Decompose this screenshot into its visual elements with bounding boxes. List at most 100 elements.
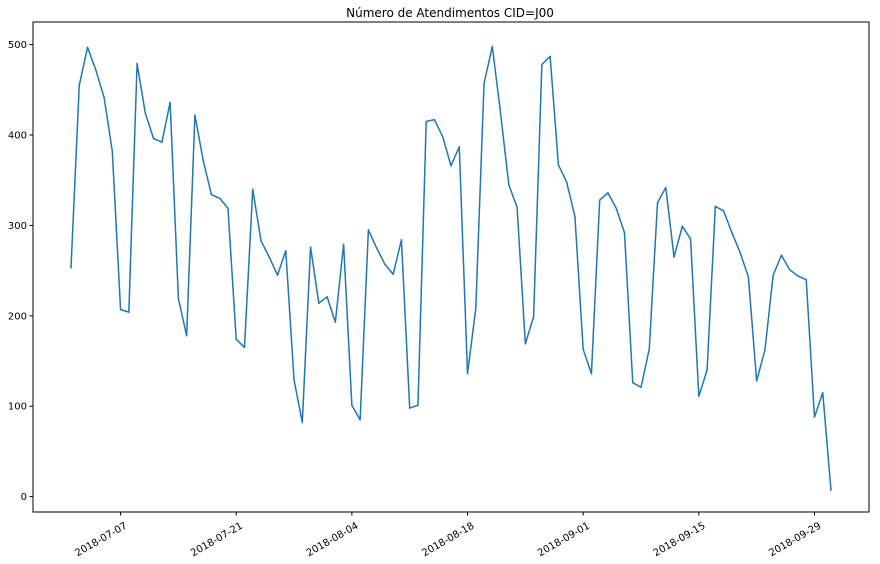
data-points <box>70 45 832 492</box>
data-point <box>739 251 741 254</box>
data-point <box>351 404 353 407</box>
data-point <box>665 186 667 189</box>
series-line <box>70 45 832 491</box>
data-point <box>731 231 733 234</box>
data-point <box>276 274 279 276</box>
data-point <box>466 372 469 375</box>
data-point <box>541 63 543 66</box>
data-point <box>218 197 221 200</box>
data-point <box>441 136 444 138</box>
data-point <box>177 297 180 300</box>
data-point <box>722 210 725 212</box>
data-point <box>813 416 816 418</box>
data-point <box>499 112 502 115</box>
data-point <box>524 343 527 345</box>
y-tick-label: 100 <box>8 402 27 413</box>
data-point <box>483 82 485 85</box>
data-point <box>285 249 287 252</box>
data-point <box>119 308 122 311</box>
data-point <box>210 193 213 196</box>
data-point <box>582 348 584 351</box>
data-point <box>103 96 105 98</box>
data-point <box>516 206 518 209</box>
data-point <box>532 315 535 318</box>
data-point <box>194 114 196 116</box>
data-point <box>408 407 411 409</box>
x-axis: 2018-07-07 2018-07-21 2018-08-04 2018-08-18… <box>73 512 823 559</box>
data-point <box>95 69 97 71</box>
data-point <box>359 419 361 421</box>
data-point <box>656 202 659 204</box>
data-point <box>681 225 684 228</box>
data-point <box>342 243 345 246</box>
data-point <box>615 207 617 209</box>
data-point <box>318 302 320 304</box>
data-point <box>400 239 403 241</box>
data-point <box>714 205 717 208</box>
data-point <box>144 112 147 115</box>
data-point <box>698 395 700 398</box>
data-point <box>450 164 452 167</box>
data-point <box>227 207 229 209</box>
data-point <box>673 256 675 258</box>
data-point <box>458 146 461 148</box>
data-point <box>574 215 576 218</box>
data-point <box>326 296 328 298</box>
data-point <box>830 489 832 492</box>
data-point <box>772 274 774 276</box>
x-tick-label: 2018-09-29 <box>767 521 823 560</box>
data-point <box>425 120 427 123</box>
y-tick-label: 0 <box>21 492 27 503</box>
x-tick-label: 2018-09-15 <box>652 521 708 560</box>
data-point <box>251 188 254 191</box>
data-point <box>590 372 593 375</box>
data-point <box>565 181 568 183</box>
data-point <box>70 267 72 269</box>
data-point <box>185 334 188 337</box>
data-point <box>607 192 609 194</box>
data-point <box>243 346 246 349</box>
plot-area-frame <box>32 21 870 513</box>
data-point <box>136 62 138 65</box>
data-point <box>640 386 642 388</box>
data-point <box>755 380 758 382</box>
x-tick-label: 2018-09-01 <box>536 521 592 560</box>
data-point <box>689 238 692 240</box>
x-tick-label: 2018-07-07 <box>73 521 129 560</box>
data-point <box>631 381 634 384</box>
y-tick-label: 400 <box>8 131 27 142</box>
data-point <box>260 240 262 242</box>
data-point <box>821 391 824 394</box>
data-point <box>78 84 81 87</box>
data-point <box>557 164 560 166</box>
data-point <box>309 246 312 248</box>
data-point <box>780 254 783 256</box>
data-point <box>128 311 130 313</box>
data-point <box>797 275 799 277</box>
data-point <box>268 256 271 258</box>
data-point <box>598 199 601 201</box>
data-point <box>202 159 204 162</box>
data-point <box>706 369 708 371</box>
data-point <box>169 101 171 104</box>
y-axis: 0 100 200 300 400 500 <box>8 40 33 503</box>
y-tick-label: 500 <box>8 40 27 51</box>
data-point <box>111 150 114 153</box>
data-point <box>549 55 551 58</box>
data-point <box>375 247 378 249</box>
data-point <box>788 268 791 271</box>
data-point <box>293 379 295 381</box>
x-tick-label: 2018-07-21 <box>189 521 245 560</box>
data-point <box>805 278 807 281</box>
data-point <box>367 229 370 231</box>
data-point <box>508 183 510 186</box>
data-point <box>301 421 304 424</box>
data-point <box>86 46 89 49</box>
data-point <box>764 349 766 351</box>
data-point <box>384 263 386 266</box>
data-point <box>235 338 237 341</box>
y-tick-label: 300 <box>8 221 27 232</box>
data-point <box>648 348 651 351</box>
data-point <box>623 231 626 234</box>
